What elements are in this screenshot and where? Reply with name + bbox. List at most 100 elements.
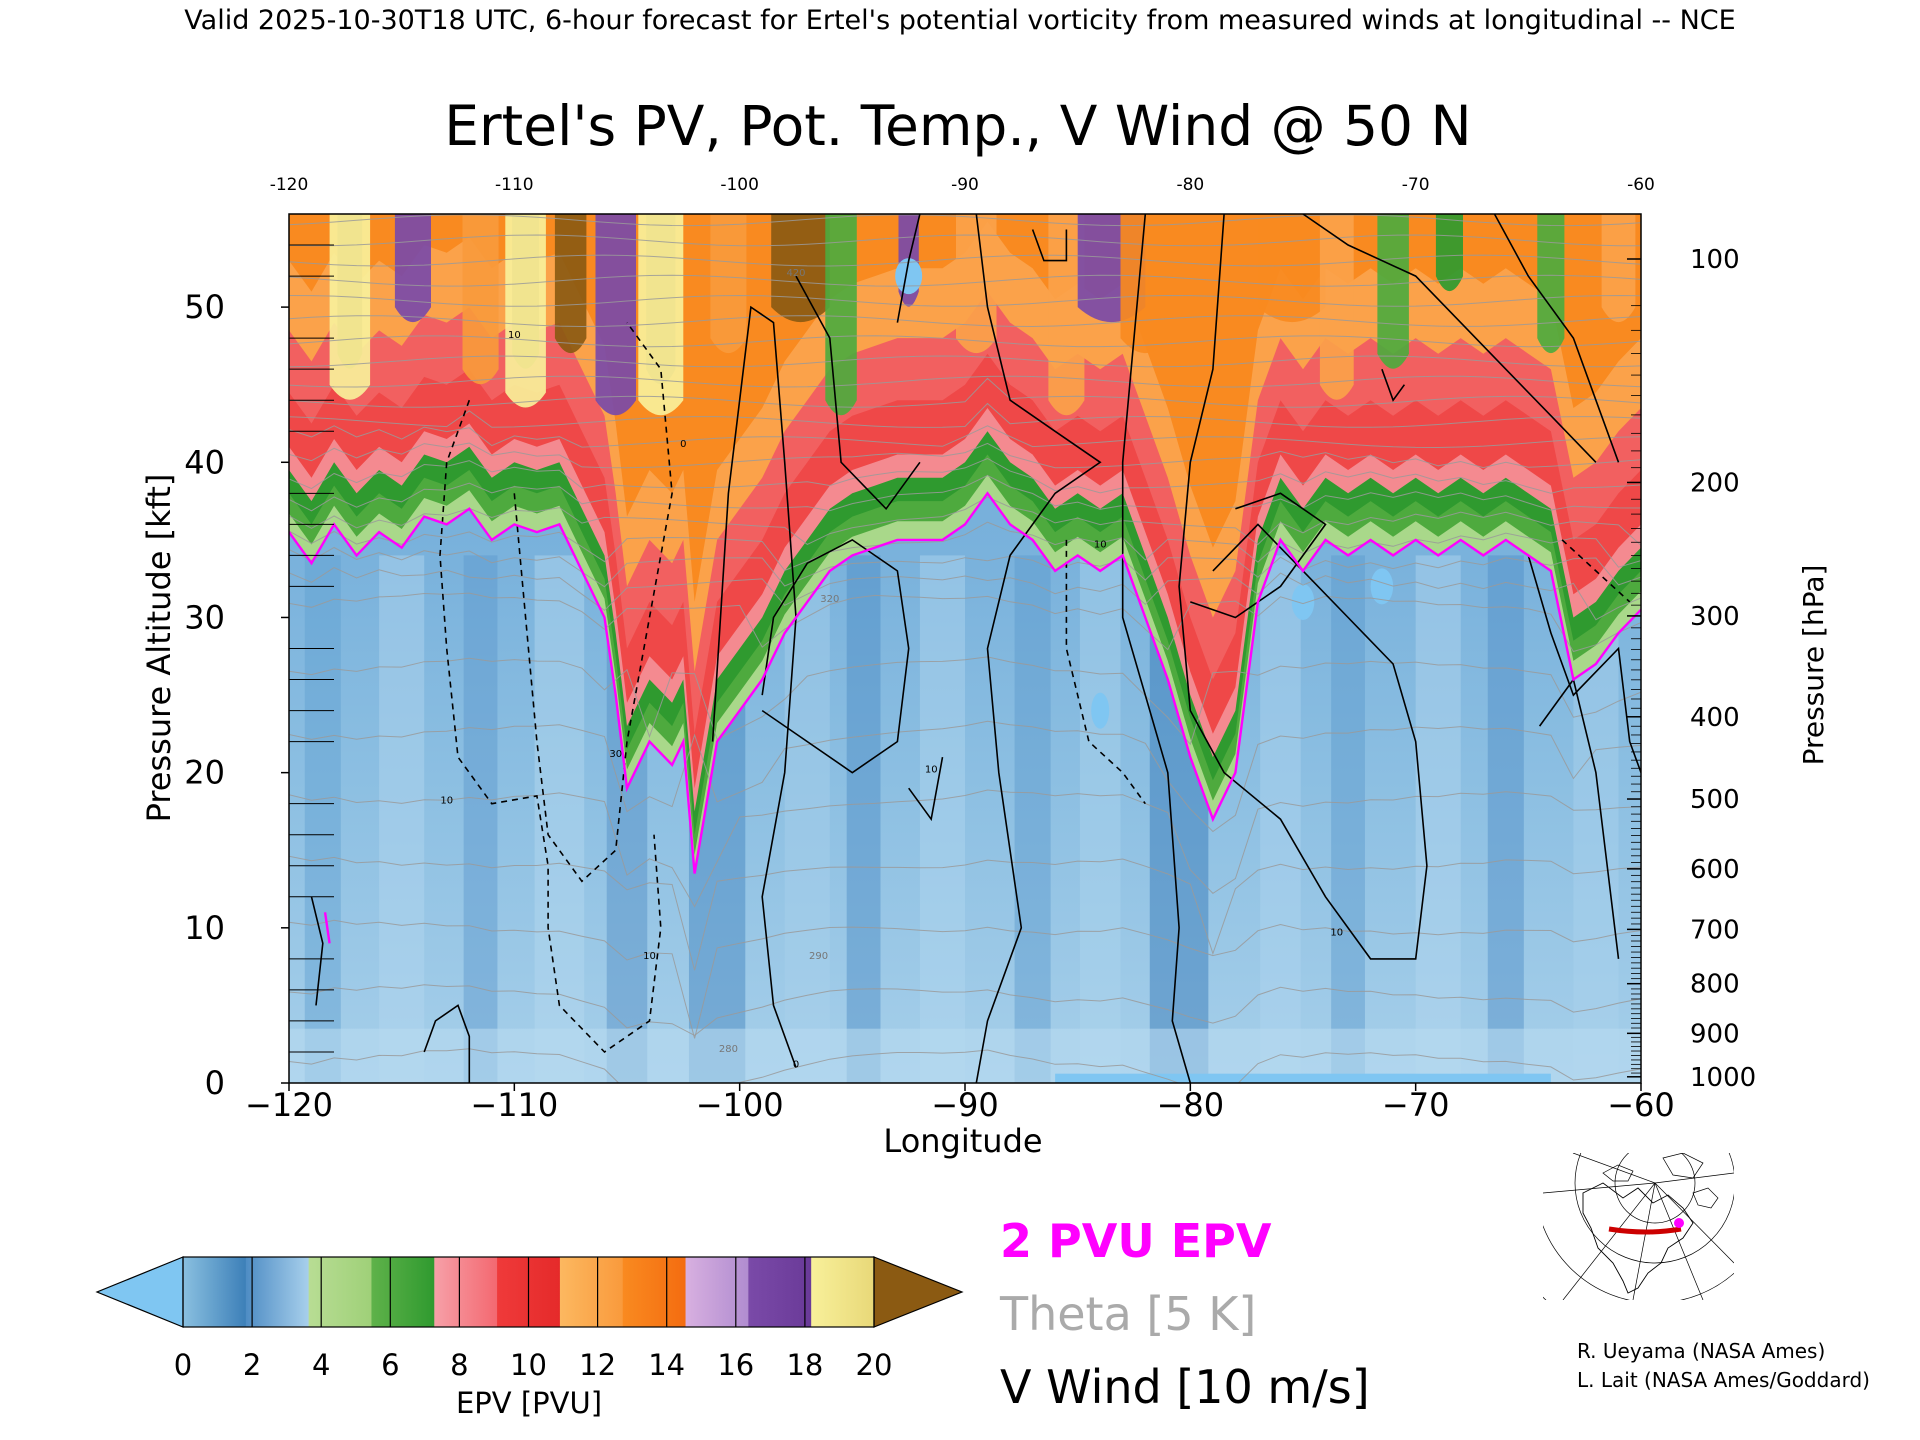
pv-streak bbox=[1014, 555, 1051, 1083]
chart-title: Ertel's PV, Pot. Temp., V Wind @ 50 N bbox=[444, 94, 1471, 158]
pv-patch bbox=[1091, 692, 1110, 729]
theta-contour bbox=[289, 335, 1641, 348]
legend-entry-vwind: V Wind [10 m/s] bbox=[1000, 1360, 1370, 1414]
legend-entry-pv: 2 PVU EPV bbox=[1000, 1214, 1272, 1268]
pv-patch bbox=[1291, 583, 1315, 620]
tropopause-2pvu bbox=[289, 491, 1641, 944]
v-wind-contour bbox=[711, 305, 797, 1068]
v-wind-contour bbox=[908, 756, 944, 822]
colorbar-band bbox=[183, 1257, 247, 1327]
v-wind-contour bbox=[1031, 229, 1068, 262]
colorbar-label: EPV [PVU] bbox=[456, 1386, 602, 1420]
theta-contour bbox=[289, 789, 1641, 908]
theta-contour bbox=[289, 475, 1641, 512]
colorbar-tick-label: 6 bbox=[381, 1348, 399, 1382]
credit-line-2: L. Lait (NASA Ames/Goddard) bbox=[1577, 1368, 1870, 1392]
x-tick-label: −120 bbox=[245, 1086, 333, 1124]
theta-contour bbox=[289, 984, 1641, 1036]
contour-label: 10 bbox=[440, 796, 453, 807]
y-tick-label: 0 bbox=[205, 1064, 225, 1102]
pv-streak bbox=[784, 555, 830, 1083]
pv-lobe bbox=[956, 214, 997, 354]
theta-contour bbox=[289, 375, 1641, 388]
colorbar-tick-label: 10 bbox=[510, 1348, 547, 1382]
pv-lobe bbox=[771, 214, 830, 322]
x-top-tick-label: -60 bbox=[1627, 175, 1655, 195]
theta-contour bbox=[289, 592, 1641, 653]
theta-contour bbox=[289, 457, 1641, 494]
theta-contour bbox=[289, 254, 1641, 267]
y-tick-label: 20 bbox=[184, 754, 225, 792]
v-wind-contour bbox=[975, 214, 1102, 1083]
contour-label: 0 bbox=[793, 1059, 799, 1070]
tropopause-line bbox=[289, 491, 1641, 874]
v-wind-contour-negative bbox=[513, 322, 673, 883]
pv-lobe bbox=[1048, 214, 1085, 416]
colorbar-band bbox=[622, 1257, 687, 1327]
v-wind-contour bbox=[310, 896, 324, 1006]
theta-contour bbox=[289, 402, 1641, 428]
contour-label: 0 bbox=[680, 439, 686, 450]
theta-contour bbox=[289, 274, 1641, 287]
theta-contour bbox=[289, 656, 1641, 746]
pv-streak bbox=[534, 555, 585, 1083]
x-axis-label: Longitude bbox=[883, 1122, 1042, 1160]
colorbar-tick-label: 2 bbox=[243, 1348, 261, 1382]
cross-section-line bbox=[1608, 1226, 1682, 1235]
x-top-tick-label: -100 bbox=[720, 175, 759, 195]
theta-contour bbox=[289, 315, 1641, 328]
colorbar-tick-label: 12 bbox=[579, 1348, 616, 1382]
y-right-tick-label: 400 bbox=[1690, 703, 1740, 733]
y-axis-right: 100 200 300 400 500 600 700 800 900 1000 bbox=[1627, 245, 1756, 1093]
v-wind-contour bbox=[795, 275, 921, 511]
pv-streak bbox=[919, 555, 965, 1083]
theta-contour bbox=[289, 294, 1641, 307]
x-tick-label: −100 bbox=[696, 1086, 784, 1124]
pv-lobe bbox=[595, 214, 636, 416]
y-right-tick-label: 500 bbox=[1690, 785, 1740, 815]
colorbar-tick-label: 4 bbox=[312, 1348, 330, 1382]
theta-contour bbox=[289, 377, 1641, 408]
colorbar-tick-label: 8 bbox=[450, 1348, 468, 1382]
pv-streak bbox=[1331, 555, 1365, 1083]
v-wind-contour bbox=[1527, 555, 1641, 773]
pv-lobe bbox=[710, 214, 747, 354]
contour-label: 10 bbox=[508, 330, 521, 341]
y-right-tick-label: 900 bbox=[1690, 1019, 1740, 1049]
contour-label: 280 bbox=[719, 1044, 738, 1055]
v-wind-contours bbox=[310, 214, 1641, 1083]
pv-streak bbox=[463, 555, 498, 1083]
y-right-tick-label: 200 bbox=[1690, 468, 1740, 498]
theta-contour bbox=[289, 720, 1641, 833]
y-right-tick-label: 800 bbox=[1690, 970, 1740, 1000]
theta-contour bbox=[289, 567, 1641, 621]
legend-entry-theta: Theta [5 K] bbox=[999, 1287, 1256, 1341]
v-wind-contour bbox=[423, 1004, 471, 1083]
y-tick-label: 30 bbox=[184, 598, 225, 636]
v-wind-contour bbox=[1302, 214, 1597, 463]
v-wind-contour-negative bbox=[439, 399, 662, 1054]
pv-patch bbox=[1370, 568, 1394, 605]
cross-section-marker bbox=[1674, 1218, 1684, 1228]
pv-lobe bbox=[329, 214, 371, 400]
theta-contour bbox=[289, 496, 1641, 546]
v-wind-contour bbox=[1190, 492, 1327, 619]
theta-contour bbox=[289, 546, 1641, 588]
contour-label: 10 bbox=[643, 951, 656, 962]
v-wind-contour bbox=[1121, 214, 1192, 1083]
colorbar-band bbox=[308, 1257, 372, 1327]
y-right-tick-label: 700 bbox=[1690, 915, 1740, 945]
credit-line-1: R. Ueyama (NASA Ames) bbox=[1577, 1339, 1825, 1363]
y-tick-label: 10 bbox=[184, 909, 225, 947]
v-wind-contour-negative bbox=[1561, 539, 1631, 603]
colorbar-tick-label: 16 bbox=[717, 1348, 754, 1382]
pv-lobe bbox=[462, 214, 499, 385]
colorbar-tick-label: 14 bbox=[648, 1348, 685, 1382]
contour-label: 10 bbox=[1330, 928, 1343, 939]
pv-streak bbox=[846, 555, 881, 1083]
pv-lobe bbox=[1601, 214, 1636, 323]
y-right-tick-label: 300 bbox=[1690, 602, 1740, 632]
pv-lobe bbox=[1319, 214, 1354, 400]
x-tick-label: −80 bbox=[1157, 1086, 1225, 1124]
